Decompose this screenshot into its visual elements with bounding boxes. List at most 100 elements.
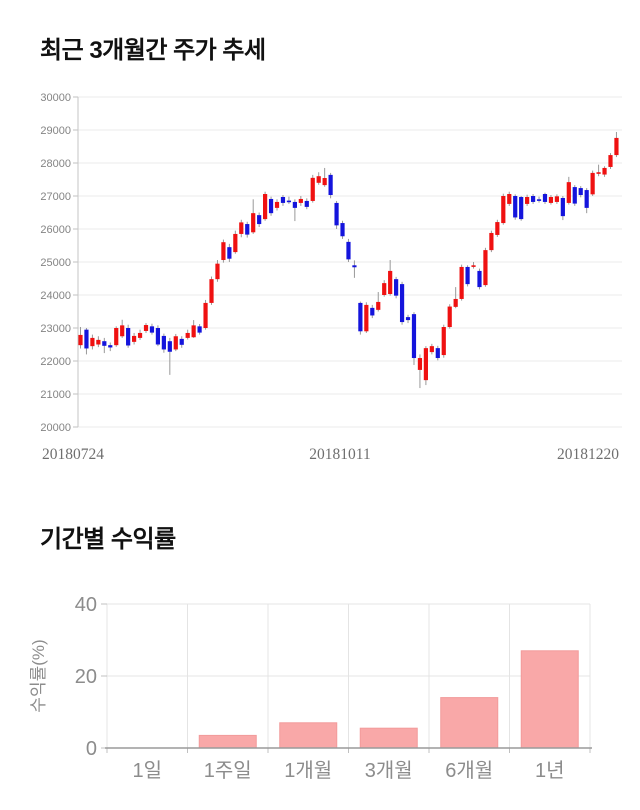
candle-body-up — [459, 266, 464, 299]
candle-body-up — [548, 196, 554, 203]
candle — [185, 329, 190, 340]
candle — [292, 199, 297, 222]
candle — [423, 346, 428, 386]
candle-body-up — [209, 279, 214, 303]
candle — [578, 186, 583, 198]
candle — [602, 166, 607, 177]
candle — [376, 292, 381, 312]
candle — [137, 329, 143, 340]
candle-body-up — [310, 177, 315, 201]
candle-body-down — [542, 194, 548, 202]
candle-body-up — [316, 176, 321, 183]
candle-body-up — [96, 339, 101, 345]
y-axis-tick-label: 0 — [86, 738, 97, 760]
candle-body-down — [513, 196, 518, 218]
return-bar — [520, 650, 579, 749]
candle — [501, 193, 506, 225]
candle-body-down — [578, 188, 583, 196]
return-bar — [359, 727, 418, 749]
candle — [78, 327, 83, 349]
candle — [530, 194, 536, 204]
candle-body-up — [215, 263, 220, 280]
candle — [519, 196, 524, 221]
candle — [388, 260, 393, 296]
candle — [221, 239, 226, 263]
candle — [131, 332, 137, 345]
candle-body-up — [489, 232, 494, 251]
candle-body-up — [191, 325, 196, 338]
candle — [382, 280, 387, 297]
candle — [274, 199, 280, 211]
y-axis-tick-label: 40 — [75, 594, 97, 616]
candle — [536, 196, 542, 203]
candle-body-down — [465, 266, 470, 285]
candle-body-down — [257, 215, 262, 225]
candle-body-up — [447, 306, 452, 328]
candle — [483, 247, 488, 287]
candle — [590, 170, 595, 196]
candle-body-up — [185, 332, 190, 338]
candle — [245, 221, 250, 238]
candle — [429, 343, 434, 355]
y-axis-tick-label: 20 — [75, 666, 97, 688]
candle-body-up — [423, 348, 428, 381]
candle-body-down — [352, 265, 357, 268]
candle — [334, 200, 339, 229]
candle-body-down — [370, 307, 375, 316]
candle — [209, 276, 214, 305]
candle-body-down — [268, 198, 274, 214]
x-axis-tick-label: 3개월 — [365, 759, 413, 782]
candle-body-up — [263, 194, 268, 220]
candle — [346, 238, 351, 262]
candle-body-down — [161, 335, 166, 350]
candle — [405, 314, 411, 324]
candle-body-down — [126, 328, 131, 346]
candle-body-down — [399, 284, 405, 323]
y-axis-tick-label: 28000 — [40, 158, 71, 170]
candle — [435, 345, 440, 361]
candle — [179, 336, 184, 348]
candle — [149, 323, 155, 335]
candle — [471, 262, 476, 269]
candle-body-up — [483, 250, 488, 286]
candle — [554, 194, 559, 204]
candle — [566, 176, 571, 205]
candle-body-up — [274, 201, 280, 208]
candle-body-up — [501, 196, 506, 224]
price-trend-title: 최근 3개월간 주가 추세 — [40, 37, 266, 64]
y-axis-tick-label: 21000 — [40, 389, 71, 401]
x-axis-tick-label: 20181011 — [309, 446, 370, 463]
candle — [507, 191, 512, 206]
candle-body-up — [596, 172, 601, 174]
candle-body-up — [364, 304, 369, 332]
candle — [614, 131, 619, 158]
candle-body-down — [530, 196, 536, 202]
candle — [370, 304, 375, 319]
candle-body-up — [507, 194, 512, 204]
candle — [525, 194, 530, 206]
candle — [596, 164, 601, 177]
x-axis-tick-label: 1일 — [132, 759, 162, 782]
candle — [489, 230, 494, 253]
candle-body-up — [614, 137, 619, 156]
candle-body-up — [322, 178, 327, 186]
candle-body-up — [78, 334, 83, 346]
candle-body-down — [394, 279, 399, 296]
candle — [84, 328, 89, 355]
candle — [328, 172, 333, 199]
candle — [584, 188, 589, 214]
x-axis-tick-label: 20180724 — [42, 446, 104, 463]
candle — [227, 243, 232, 262]
return-bar — [198, 734, 257, 749]
candle — [316, 172, 321, 185]
x-axis-tick-label: 20181220 — [557, 446, 619, 463]
candle-body-up — [143, 325, 149, 331]
candle — [155, 325, 161, 347]
candle-body-down — [197, 326, 202, 333]
candle — [340, 220, 345, 239]
candle-body-up — [114, 328, 119, 346]
candle — [257, 212, 262, 228]
candle — [310, 174, 315, 203]
y-axis-title: 수익률(%) — [29, 639, 48, 712]
